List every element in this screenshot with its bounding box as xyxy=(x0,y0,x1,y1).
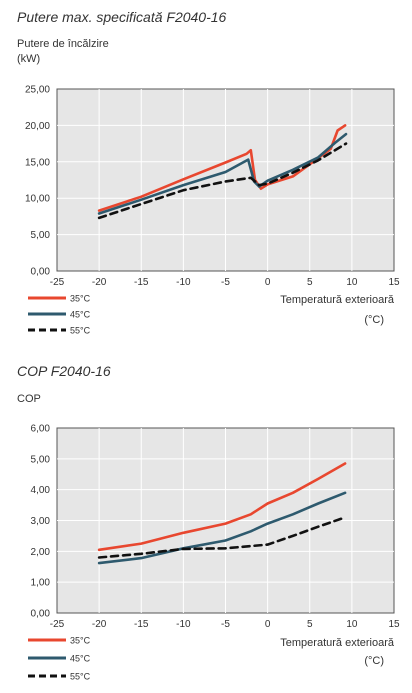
x-tick-label: -25 xyxy=(50,619,65,630)
legend-label: 45°C xyxy=(70,654,91,664)
legend-label: 45°C xyxy=(70,310,91,320)
chart-svg: 0,00 1,00 2,00 3,00 4,00 5,00 6,00 -25 -20 -15 -10… xyxy=(28,424,400,682)
y-axis-label: COP xyxy=(17,392,41,407)
y-tick-label: 20,00 xyxy=(25,121,50,132)
x-tick-label: -5 xyxy=(221,619,230,630)
x-tick-label: 15 xyxy=(388,277,400,288)
legend-label: 35°C xyxy=(70,636,91,646)
y-axis-label: Putere de încălzire (kW) xyxy=(17,37,109,67)
y-tick-label: 5,00 xyxy=(31,454,51,465)
x-axis-unit: (°C) xyxy=(364,314,384,326)
x-tick-label: 5 xyxy=(307,277,313,288)
x-tick-label: -20 xyxy=(92,619,107,630)
y-axis-label-text: COP xyxy=(17,393,41,405)
x-tick-label: -10 xyxy=(176,277,191,288)
y-tick-label: 15,00 xyxy=(25,157,50,168)
y-tick-label: 4,00 xyxy=(31,485,51,496)
x-tick-label: -20 xyxy=(92,277,107,288)
x-tick-label: 0 xyxy=(265,619,271,630)
y-axis-unit: (kW) xyxy=(17,53,41,65)
x-tick-label: -15 xyxy=(134,619,149,630)
y-tick-label: 1,00 xyxy=(31,578,51,589)
chart-svg: 0,00 5,00 10,00 15,00 20,00 25,00 -25 -20 -15 -10… xyxy=(25,85,400,336)
series-line-35c xyxy=(97,462,347,552)
chart-title: Putere max. specificată F2040-16 xyxy=(17,9,227,25)
x-tick-label: 10 xyxy=(346,619,358,630)
series-line-55c xyxy=(97,142,348,220)
y-tick-label: 10,00 xyxy=(25,194,50,205)
series-line-55c xyxy=(97,516,347,559)
x-tick-label: -10 xyxy=(176,619,191,630)
legend-label: 35°C xyxy=(70,294,91,304)
x-tick-label: 10 xyxy=(346,277,358,288)
x-axis-label: Temperatură exterioară xyxy=(280,637,395,649)
chart-title: COP F2040-16 xyxy=(17,363,111,379)
legend-label: 55°C xyxy=(70,672,91,682)
x-tick-label: -5 xyxy=(221,277,230,288)
x-axis-unit: (°C) xyxy=(364,655,384,667)
y-tick-label: 5,00 xyxy=(31,230,51,241)
x-tick-label: 15 xyxy=(388,619,400,630)
series-line-45c xyxy=(97,491,347,565)
legend-label: 55°C xyxy=(70,326,91,336)
y-tick-label: 3,00 xyxy=(31,516,51,527)
series-line-45c xyxy=(97,132,348,215)
x-axis-label: Temperatură exterioară xyxy=(280,294,395,306)
x-tick-label: -25 xyxy=(50,277,65,288)
y-tick-label: 0,00 xyxy=(31,609,51,620)
y-tick-label: 2,00 xyxy=(31,547,51,558)
y-tick-label: 0,00 xyxy=(31,267,51,278)
x-tick-label: 5 xyxy=(307,619,313,630)
chart-power: Putere max. specificată F2040-16 Putere … xyxy=(0,0,412,345)
y-tick-label: 25,00 xyxy=(25,85,50,96)
y-tick-label: 6,00 xyxy=(31,424,51,435)
x-tick-label: -15 xyxy=(134,277,149,288)
x-tick-label: 0 xyxy=(265,277,271,288)
chart-cop: COP F2040-16 COP 0,00 1,00 2,00 3,00 4,00 5,0… xyxy=(0,358,412,693)
y-axis-label-text: Putere de încălzire xyxy=(17,38,109,50)
